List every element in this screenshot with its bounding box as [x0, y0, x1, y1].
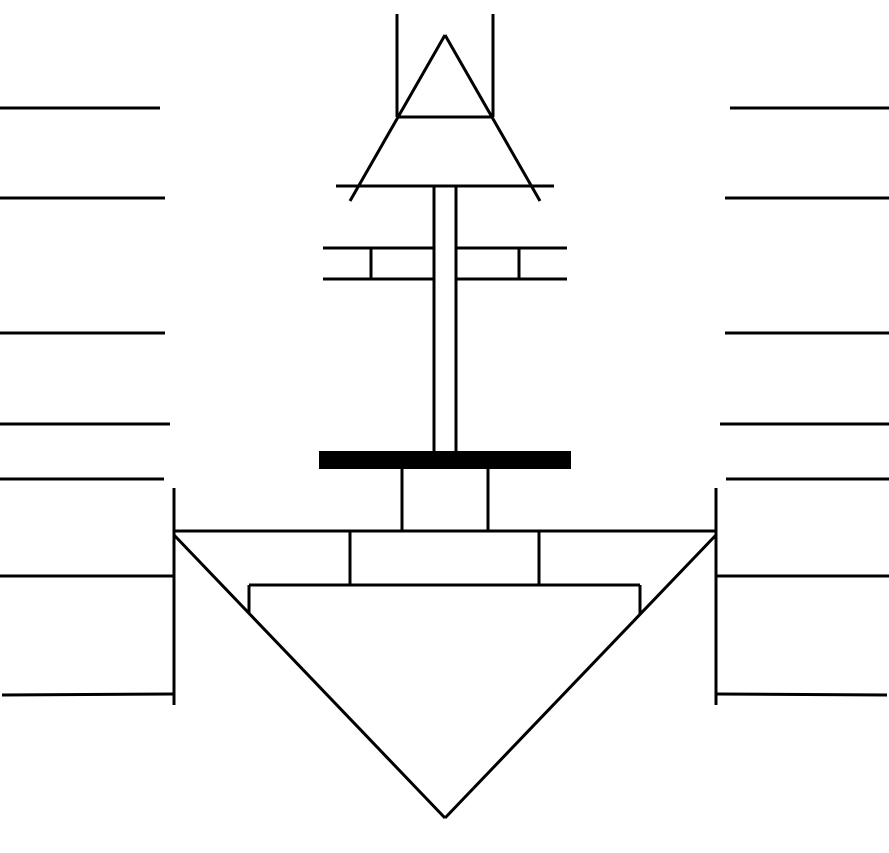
neck-block [400, 469, 490, 531]
right-line-7 [715, 692, 888, 697]
black-plate [319, 451, 571, 469]
base-right-edge [443, 533, 718, 820]
left-horizontal-lines [0, 106, 175, 697]
base-left-edge [172, 533, 447, 820]
central-stem [432, 186, 458, 455]
right-horizontal-lines [715, 106, 889, 697]
base-assembly [172, 529, 718, 820]
crossbar-frame [323, 246, 567, 281]
left-line-7 [1, 692, 175, 697]
top-assembly [336, 14, 554, 202]
